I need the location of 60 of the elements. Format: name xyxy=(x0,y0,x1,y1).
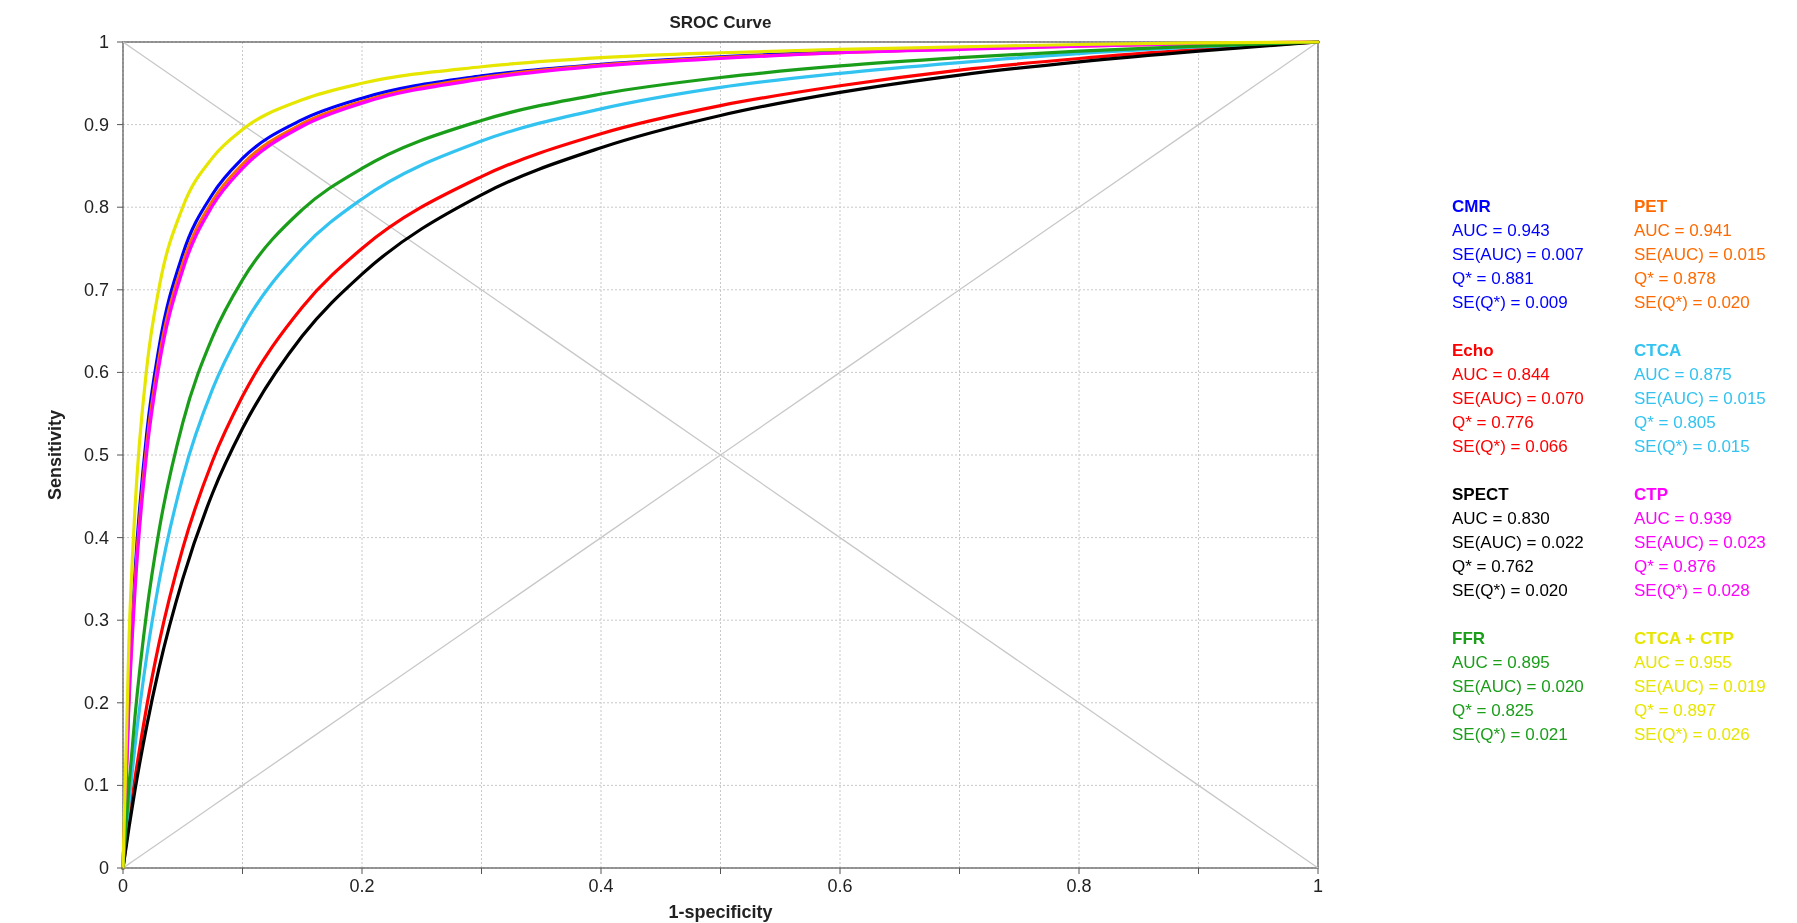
text: CTP xyxy=(1634,485,1668,504)
x-tick-label: 0.2 xyxy=(349,876,375,896)
y-tick-label: 1 xyxy=(98,32,109,52)
x-tick-label: 1 xyxy=(1312,876,1324,896)
text: SE(Q*) = 0.009 xyxy=(1452,293,1568,312)
text: SE(Q*) = 0.066 xyxy=(1452,437,1568,456)
text: AUC = 0.875 xyxy=(1634,365,1732,384)
y-tick-label: 0.1 xyxy=(83,775,109,796)
text: CMR xyxy=(1452,197,1491,216)
text: AUC = 0.830 xyxy=(1452,509,1550,528)
y-tick-label: 0.5 xyxy=(83,445,109,465)
x-tick-label: 0 xyxy=(117,876,129,896)
text: Q* = 0.878 xyxy=(1634,269,1716,288)
text: SE(AUC) = 0.007 xyxy=(1452,245,1584,264)
text: Q* = 0.776 xyxy=(1452,413,1534,432)
text: AUC = 0.943 xyxy=(1452,221,1550,240)
text: SE(Q*) = 0.020 xyxy=(1634,293,1750,312)
text: SE(AUC) = 0.015 xyxy=(1634,245,1766,264)
text: SE(Q*) = 0.026 xyxy=(1634,725,1750,744)
text: FFR xyxy=(1452,629,1486,648)
text: CTCA xyxy=(1634,341,1682,360)
text: SE(AUC) = 0.023 xyxy=(1634,533,1766,552)
text: Q* = 0.762 xyxy=(1452,557,1534,576)
text: SE(AUC) = 0.015 xyxy=(1634,389,1766,408)
text: SE(Q*) = 0.020 xyxy=(1452,581,1568,600)
chart-title: SROC Curve xyxy=(669,13,772,32)
text: Q* = 0.825 xyxy=(1452,701,1534,720)
text: SE(Q*) = 0.028 xyxy=(1634,581,1750,600)
text: SE(AUC) = 0.019 xyxy=(1634,677,1766,696)
text: CTCA + CTP xyxy=(1634,629,1734,648)
text: AUC = 0.939 xyxy=(1634,509,1732,528)
y-tick-label: 0.6 xyxy=(83,362,109,383)
y-tick-label: 0 xyxy=(98,858,109,878)
text: Q* = 0.805 xyxy=(1634,413,1716,432)
y-tick-label: 0.4 xyxy=(83,527,109,548)
text: Q* = 0.881 xyxy=(1452,269,1534,288)
text: SE(AUC) = 0.022 xyxy=(1452,533,1584,552)
text: SE(AUC) = 0.070 xyxy=(1452,389,1584,408)
y-tick-label: 0.8 xyxy=(83,197,109,218)
text: Q* = 0.897 xyxy=(1634,701,1716,720)
text: PET xyxy=(1634,197,1668,216)
text: Q* = 0.876 xyxy=(1634,557,1716,576)
x-tick-label: 0.8 xyxy=(1066,876,1092,896)
y-tick-label: 0.9 xyxy=(83,114,109,135)
y-axis-title: Sensitivity xyxy=(45,409,65,501)
y-tick-label: 0.3 xyxy=(83,610,109,631)
text: AUC = 0.844 xyxy=(1452,365,1550,384)
text: SPECT xyxy=(1452,485,1510,504)
text: SE(Q*) = 0.021 xyxy=(1452,725,1568,744)
text: AUC = 0.955 xyxy=(1634,653,1732,672)
y-tick-label: 0.2 xyxy=(83,692,109,713)
x-tick-label: 0.4 xyxy=(588,876,614,896)
text: AUC = 0.941 xyxy=(1634,221,1732,240)
text: SE(AUC) = 0.020 xyxy=(1452,677,1584,696)
x-axis-title: 1-specificity xyxy=(668,902,773,922)
text: SE(Q*) = 0.015 xyxy=(1634,437,1750,456)
y-tick-label: 0.7 xyxy=(83,279,109,300)
text: AUC = 0.895 xyxy=(1452,653,1550,672)
x-tick-label: 0.6 xyxy=(827,876,853,896)
text: Echo xyxy=(1452,341,1494,360)
